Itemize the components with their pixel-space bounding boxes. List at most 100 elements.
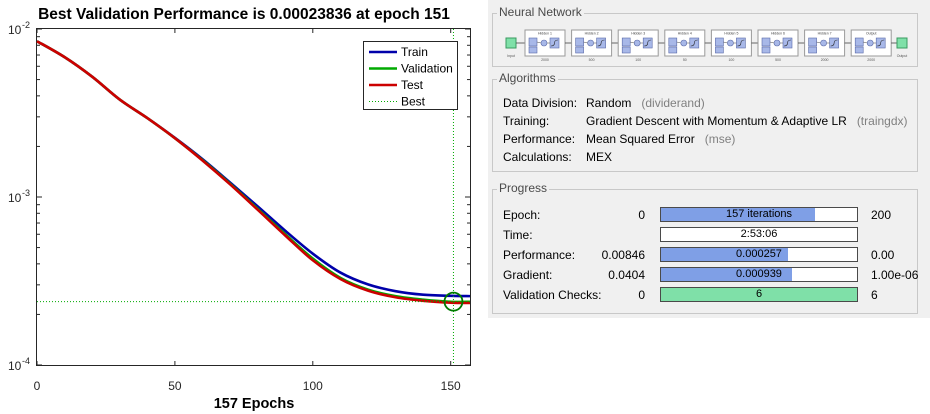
- weight-box: [715, 37, 724, 47]
- progress-bar-text: 0.000257: [736, 248, 782, 260]
- layer-size: 500: [589, 58, 595, 62]
- legend-label-validation: Validation: [401, 62, 453, 76]
- bias-box: [761, 46, 771, 54]
- transfer-curve: [783, 39, 792, 47]
- progress-bar-text: 157 iterations: [725, 208, 793, 220]
- progress-row-time: Time: 2:53:06: [493, 227, 919, 245]
- internal-link: [676, 41, 681, 44]
- progress-row-validation-checks: Validation Checks: 0 6 6: [493, 287, 919, 305]
- progress-min-value: 0.00846: [601, 248, 645, 262]
- progress-label: Epoch:: [503, 208, 541, 222]
- y-tick-label: 10: [8, 191, 22, 205]
- progress-title: Progress: [497, 181, 550, 195]
- neural-network-title: Neural Network: [497, 5, 584, 19]
- weight-box: [575, 37, 584, 47]
- progress-bar: 0.000939: [660, 267, 858, 282]
- sum-node: [727, 39, 734, 47]
- progress-label: Time:: [503, 228, 533, 242]
- sum-node: [773, 39, 781, 47]
- progress-min-value: 0: [638, 208, 645, 222]
- sum-node: [633, 39, 641, 47]
- best-marker-circle: [443, 291, 464, 312]
- layer-name: Output: [866, 32, 877, 36]
- layer-size: 2000: [867, 58, 875, 62]
- progress-row-performance: Performance: 0.00846 0.000257 0.00: [493, 247, 919, 265]
- y-tick-label: 10: [8, 23, 22, 37]
- transfer-curve: [737, 39, 745, 47]
- bias-box: [575, 46, 584, 54]
- progress-max-value: 200: [871, 208, 892, 222]
- transfer-curve: [877, 39, 885, 47]
- weight-box: [808, 37, 817, 47]
- progress-bar: 6: [660, 287, 858, 302]
- layer-size: 50: [683, 58, 687, 62]
- layer-name: Hidden 2: [585, 32, 599, 36]
- progress-bar: 2:53:06: [660, 227, 858, 242]
- algo-value: Mean Squared Error (mse): [586, 132, 736, 146]
- output-label: Output: [897, 54, 908, 58]
- transfer-curve: [830, 39, 838, 47]
- internal-link: [816, 41, 821, 44]
- progress-bar: 0.000257: [660, 247, 858, 262]
- layer-name: Hidden 3: [631, 32, 645, 36]
- progress-max-value: 1.00e-06: [871, 268, 919, 282]
- weight-box: [854, 37, 864, 47]
- panel-blank-area: [488, 318, 930, 414]
- progress-bar-text: 6: [755, 288, 763, 300]
- progress-min-value: 0: [638, 288, 645, 302]
- output-node: [896, 37, 908, 49]
- internal-link: [583, 41, 588, 44]
- series-line-test: [36, 40, 471, 305]
- internal-link: [630, 41, 635, 44]
- layer-size: 100: [728, 58, 734, 62]
- y-tick-exponent: -4: [22, 356, 30, 366]
- training-panel: Neural Network Input Hidden 1 2000 Hidden 2…: [488, 0, 930, 318]
- layer-name: Hidden 1: [538, 32, 552, 36]
- sum-node: [587, 39, 594, 47]
- bias-box: [715, 46, 724, 54]
- weight-box: [621, 37, 631, 47]
- progress-bar-text: 0.000939: [736, 268, 782, 280]
- internal-link: [723, 41, 728, 44]
- legend-label-train: Train: [401, 45, 428, 59]
- progress-bar-fill: [661, 268, 793, 281]
- algorithms-title: Algorithms: [497, 71, 558, 85]
- algorithms-group: Algorithms Data Division: Random (divide…: [492, 71, 918, 172]
- internal-link: [536, 41, 542, 44]
- layer-name: Hidden 5: [724, 32, 738, 36]
- algo-key: Data Division:: [503, 96, 578, 110]
- layer-size: 100: [635, 58, 641, 62]
- progress-bar-fill: [661, 288, 857, 301]
- progress-row-gradient: Gradient: 0.0404 0.000939 1.00e-06: [493, 267, 919, 285]
- transfer-curve: [690, 39, 698, 47]
- transfer-curve: [644, 39, 652, 47]
- algo-value: Gradient Descent with Momentum & Adaptiv…: [586, 114, 908, 128]
- weight-box: [761, 37, 771, 47]
- y-tick-label: 10: [8, 359, 22, 373]
- input-label: Input: [507, 54, 515, 58]
- legend-label-best: Best: [401, 95, 426, 109]
- bias-box: [621, 46, 631, 54]
- internal-link: [769, 41, 775, 44]
- x-tick-label: 0: [34, 379, 41, 393]
- sum-node: [866, 39, 874, 47]
- neural-network-group: Neural Network Input Hidden 1 2000 Hidden 2…: [492, 5, 918, 67]
- layer-name: Hidden 7: [818, 32, 832, 36]
- input-node: [505, 37, 517, 49]
- sum-node: [680, 39, 688, 47]
- bias-box: [808, 46, 817, 54]
- transfer-curve: [597, 39, 605, 47]
- layer-name: Hidden 6: [771, 32, 785, 36]
- progress-min-value: 0.0404: [608, 268, 645, 282]
- x-axis-label: 157 Epochs: [213, 396, 295, 412]
- layer-size: 500: [775, 58, 781, 62]
- bias-box: [854, 46, 864, 54]
- progress-label: Performance:: [503, 248, 576, 262]
- x-tick-label: 50: [168, 379, 182, 393]
- progress-bar-fill: [661, 208, 815, 221]
- bias-box: [528, 46, 538, 54]
- layer-size: 2000: [541, 58, 549, 62]
- progress-bar-text: 2:53:06: [740, 228, 778, 240]
- layer-name: Hidden 4: [678, 32, 692, 36]
- sum-node: [820, 39, 827, 47]
